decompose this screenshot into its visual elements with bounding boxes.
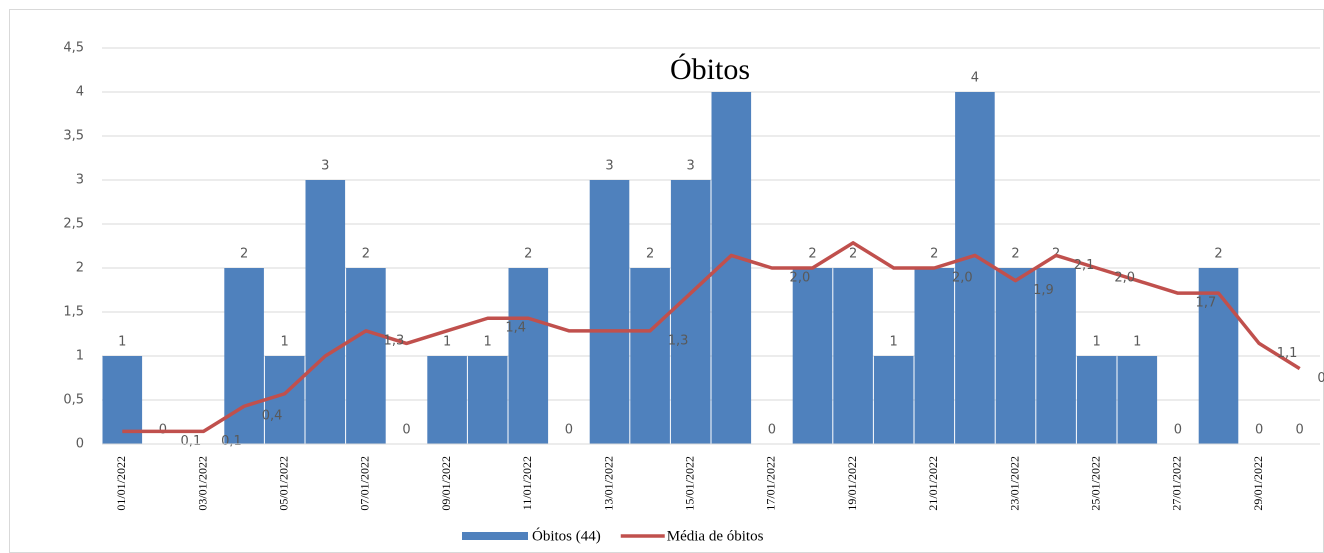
bar-value-label: 1 [443,335,451,350]
legend-label: Média de óbitos [667,528,764,544]
bar [630,268,670,444]
bar-value-label: 0 [402,423,410,438]
y-tick-label: 1 [76,349,84,364]
bar-value-label: 2 [849,247,857,262]
bar [995,268,1036,444]
bar-value-label: 2 [930,247,938,262]
y-tick-label: 2,5 [63,217,84,232]
line-value-label: 1,3 [668,333,689,348]
bar-value-label: 1 [1093,335,1101,350]
legend-label: Óbitos (44) [532,527,601,544]
line-value-label: 0,4 [262,409,283,424]
bar-value-label: 2 [646,247,654,262]
bar [346,268,386,444]
bar-value-label: 3 [321,159,329,174]
bar [792,268,833,444]
line [122,241,1301,434]
bar [1076,356,1117,444]
bar-value-label: 0 [1255,423,1263,438]
line-value-label: 1,7 [1196,296,1217,311]
bar [305,180,346,444]
line-value-label: 1,4 [505,321,526,336]
bar [508,268,549,444]
x-tick-label: 21/01/2022 [926,456,940,511]
line-value-label: 0,1 [181,434,202,449]
y-tick-label: 0,5 [63,393,84,408]
x-tick-label: 01/01/2022 [114,456,128,511]
y-tick-label: 4 [76,85,84,100]
line-value-label: 0,9 [1317,371,1324,386]
bar [1198,268,1239,444]
y-tick-label: 3,5 [63,129,84,144]
x-tick-label: 05/01/2022 [276,456,290,511]
x-tick-label: 23/01/2022 [1007,456,1021,511]
line-value-label: 2,1 [1074,258,1095,273]
bar-value-label: 2 [1011,247,1019,262]
line-value-label: 0,1 [221,434,242,449]
bar-value-label: 2 [1214,247,1222,262]
bar [914,268,955,444]
x-tick-label: 11/01/2022 [520,456,534,510]
x-tick-label: 07/01/2022 [358,456,372,511]
bar [467,356,508,444]
x-tick-label: 25/01/2022 [1088,456,1102,511]
bar [1117,356,1158,444]
x-tick-label: 17/01/2022 [764,456,778,511]
bar-value-label: 2 [362,247,370,262]
bar-value-label: 2 [524,247,532,262]
x-tick-label: 19/01/2022 [845,456,859,511]
bar-value-label: 4 [971,71,979,86]
y-tick-label: 4,5 [63,41,84,56]
line-value-label: 1,1 [1277,346,1298,361]
bar [1036,268,1076,444]
bar [670,180,711,444]
x-tick-label: 15/01/2022 [682,456,696,511]
bar [589,180,630,444]
line-value-label: 2,0 [790,271,811,286]
y-tick-label: 0 [76,437,84,452]
line-value-label: 2,0 [952,271,973,286]
bar-value-label: 0 [1174,423,1182,438]
x-tick-label: 03/01/2022 [195,456,209,511]
bar [102,356,143,444]
bar-value-label: 1 [1133,335,1141,350]
y-tick-label: 2 [76,261,84,276]
bar [833,268,873,444]
bar-value-label: 0 [1296,423,1304,438]
x-tick-label: 09/01/2022 [439,456,453,511]
bar-value-label: 1 [484,335,492,350]
bar [427,356,467,444]
bar-value-label: 2 [240,247,248,262]
bar [224,268,264,444]
bar-value-label: 1 [118,335,126,350]
bar-value-label: 2 [808,247,816,262]
x-tick-label: 29/01/2022 [1251,456,1265,511]
line-value-label: 1,3 [384,333,405,348]
x-tick-label: 27/01/2022 [1170,456,1184,511]
y-tick-label: 1,5 [63,305,84,320]
line-value-label: 1,9 [1033,283,1054,298]
bar-value-label: 3 [605,159,613,174]
bar-value-label: 0 [768,423,776,438]
bar [873,356,914,444]
line-value-label: 2,0 [1114,271,1135,286]
chart-title: Óbitos [670,53,750,86]
bar-value-label: 3 [687,159,695,174]
bar [264,356,305,444]
x-tick-label: 13/01/2022 [601,456,615,511]
legend-swatch [462,532,528,540]
bar-value-label: 1 [281,335,289,350]
bar-value-label: 0 [565,423,573,438]
bar [955,92,995,444]
bar-value-label: 1 [890,335,898,350]
y-tick-label: 3 [76,173,84,188]
